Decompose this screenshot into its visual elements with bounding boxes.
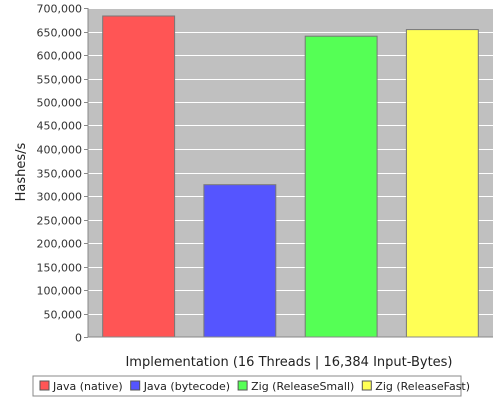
legend-swatch	[238, 381, 247, 390]
x-axis-title: Implementation (16 Threads | 16,384 Inpu…	[125, 355, 452, 370]
y-tick-label: 450,000	[37, 120, 83, 133]
y-tick-label: 50,000	[44, 309, 83, 322]
y-tick-label: 550,000	[37, 74, 83, 87]
legend: Java (native) Java (bytecode) Zig (Release…	[40, 380, 470, 393]
legend-label: Zig (ReleaseSmall)	[251, 380, 354, 393]
y-tick-label: 100,000	[37, 285, 83, 298]
legend-swatch	[131, 381, 140, 390]
y-axis-ticks: 0 50,000 100,000 150,000 200,000 250,000 300,0…	[37, 3, 89, 345]
bar	[305, 36, 377, 337]
y-tick-label: 300,000	[37, 191, 83, 204]
y-tick-label: 600,000	[37, 50, 83, 63]
y-tick-label: 0	[75, 332, 82, 345]
legend-label: Zig (ReleaseFast)	[375, 380, 470, 393]
y-tick-label: 700,000	[37, 3, 83, 16]
bar	[103, 16, 175, 337]
y-tick-label: 200,000	[37, 238, 83, 251]
y-tick-label: 150,000	[37, 262, 83, 275]
legend-label: Java (native)	[52, 380, 123, 393]
legend-swatch	[362, 381, 371, 390]
legend-label: Java (bytecode)	[143, 380, 230, 393]
y-tick-label: 650,000	[37, 27, 83, 40]
bar	[406, 30, 478, 337]
bar	[204, 185, 276, 337]
y-tick-label: 350,000	[37, 168, 83, 181]
y-tick-label: 500,000	[37, 97, 83, 110]
y-tick-label: 250,000	[37, 215, 83, 228]
y-tick-label: 400,000	[37, 144, 83, 157]
y-axis-title: Hashes/s	[14, 142, 29, 201]
legend-swatch	[40, 381, 49, 390]
